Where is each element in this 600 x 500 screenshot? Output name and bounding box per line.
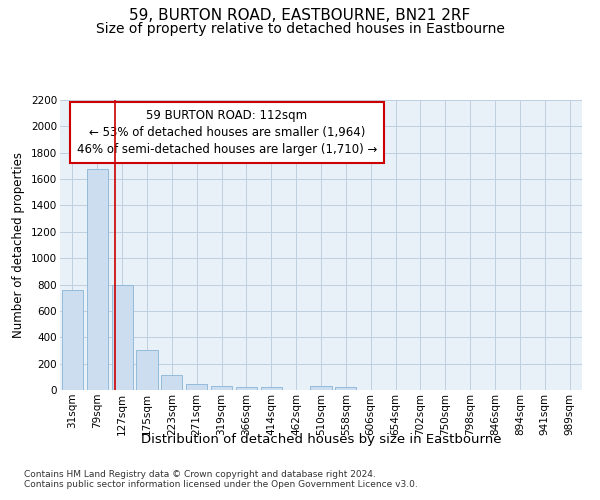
Bar: [335, 386, 356, 390]
Text: Size of property relative to detached houses in Eastbourne: Size of property relative to detached ho…: [95, 22, 505, 36]
Bar: [261, 388, 282, 390]
Y-axis label: Number of detached properties: Number of detached properties: [13, 152, 25, 338]
Bar: [236, 386, 257, 390]
Bar: [211, 386, 232, 390]
Bar: [161, 375, 182, 390]
Bar: [112, 284, 133, 390]
Bar: [186, 384, 207, 390]
Bar: [136, 350, 158, 390]
Text: Contains HM Land Registry data © Crown copyright and database right 2024.
Contai: Contains HM Land Registry data © Crown c…: [24, 470, 418, 490]
Bar: [310, 386, 332, 390]
Text: 59 BURTON ROAD: 112sqm
← 53% of detached houses are smaller (1,964)
46% of semi-: 59 BURTON ROAD: 112sqm ← 53% of detached…: [77, 108, 377, 156]
Bar: [87, 168, 108, 390]
Text: Distribution of detached houses by size in Eastbourne: Distribution of detached houses by size …: [141, 432, 501, 446]
Text: 59, BURTON ROAD, EASTBOURNE, BN21 2RF: 59, BURTON ROAD, EASTBOURNE, BN21 2RF: [130, 8, 470, 22]
Bar: [62, 290, 83, 390]
